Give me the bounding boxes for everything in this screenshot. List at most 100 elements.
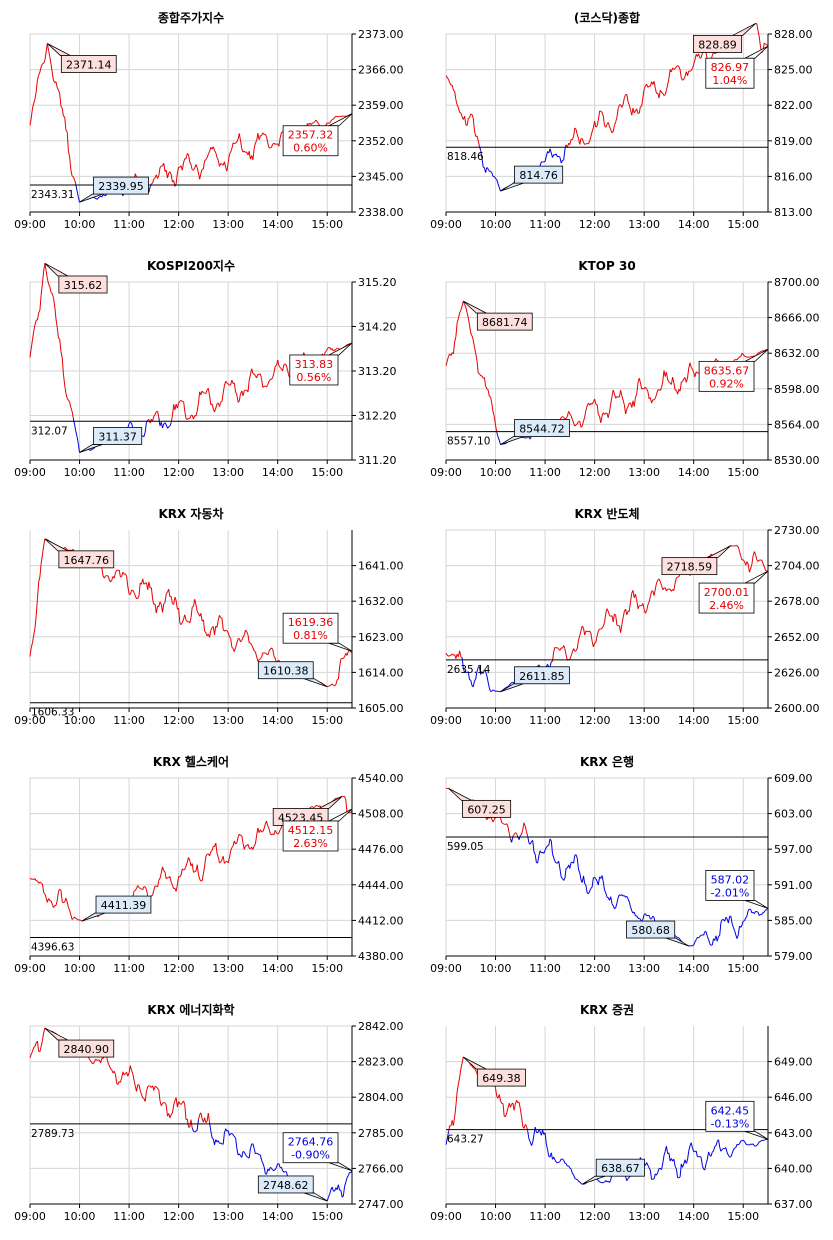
high-callout: 649.38 [463,1056,526,1087]
series-line-segment [628,601,631,612]
chart-panel: KTOP 308700.008666.008632.008598.008564.… [430,259,820,479]
series-line-segment [534,854,537,863]
series-line-segment [333,117,336,120]
series-line-segment [544,156,547,162]
series-line-segment [731,1149,734,1154]
series-line-segment [326,1196,329,1202]
series-line-segment [92,447,95,450]
series-line-segment [254,835,258,844]
x-tick-label: 11:00 [113,714,145,727]
series-line-segment [134,888,137,891]
series-line-segment [214,626,217,635]
series-line-segment [236,138,239,143]
series-line-segment [59,93,62,107]
series-line-segment [756,352,759,355]
series-line-segment [568,1165,571,1169]
series-line-segment [488,395,491,398]
series-line-segment [152,889,155,896]
series-line-segment [164,871,167,879]
series-line-segment [765,43,768,46]
series-line-segment [111,576,114,581]
series-line-segment [236,1148,239,1156]
series-line-segment [32,331,35,340]
series-line-segment [227,154,230,163]
series-line-segment [531,1142,534,1146]
series-line-segment [142,1097,145,1099]
callout-box [476,312,533,331]
y-tick-label: 2704.00 [774,560,820,573]
series-line-segment [230,148,233,153]
series-line-segment [263,823,266,829]
series-line-segment [526,831,529,837]
series-line-segment [667,379,670,383]
series-line-segment [337,1184,341,1191]
series-line-segment [175,884,178,892]
series-line-segment [335,679,338,685]
series-line-segment [496,432,499,437]
series-line-segment [36,1041,40,1052]
y-tick-label: 8666.00 [774,312,820,325]
x-tick-label: 12:00 [163,962,195,975]
series-line-segment [495,1087,498,1097]
series-line-segment [599,1181,602,1183]
series-line-segment [715,358,718,361]
series-line-segment [169,422,172,427]
series-line-segment [43,60,46,64]
series-line-segment [529,841,532,845]
series-line-segment [272,649,275,657]
series-line-segment [334,115,337,118]
series-line-segment [34,615,37,628]
series-line-segment [330,119,333,122]
series-line-segment [158,601,161,607]
x-tick-label: 11:00 [529,1210,561,1223]
series-line-segment [341,1195,344,1198]
series-line-segment [240,639,243,643]
callout-text: 1647.76 [64,554,110,567]
series-line-segment [313,806,315,809]
series-line-segment [217,1140,220,1144]
series-line-segment [127,1072,130,1077]
series-line-segment [695,371,698,374]
x-tick-label: 09:00 [14,962,46,975]
callout-box [693,35,743,53]
series-line-segment [526,1125,529,1132]
series-line-segment [584,1182,587,1185]
series-line-segment [552,853,555,858]
series-line-segment [205,1120,208,1124]
series-line-segment [584,630,587,636]
x-tick-label: 11:00 [529,218,561,231]
series-line-segment [758,913,761,916]
series-line-segment [649,397,653,404]
series-line-segment [620,390,623,396]
x-tick-label: 09:00 [430,218,462,231]
series-line-segment [519,1108,522,1117]
x-tick-label: 10:00 [64,714,96,727]
series-line-segment [336,678,339,681]
y-tick-label: 609.00 [774,772,813,785]
series-line-segment [75,184,78,192]
series-line-segment [272,1169,275,1172]
series-line-segment [204,159,207,162]
series-line-segment [190,164,193,170]
series-line-segment [267,381,270,385]
series-line-segment [281,131,283,134]
series-line-segment [230,847,233,852]
series-line-segment [226,162,229,172]
series-line-segment [724,917,727,922]
callout-box [595,1158,645,1177]
series-line-segment [173,597,176,605]
series-line-segment [241,637,244,641]
series-line-segment [153,1086,156,1091]
series-line-segment [538,1129,541,1132]
series-line-segment [562,416,564,418]
series-line-segment [472,1067,475,1070]
series-line-segment [730,915,733,924]
series-line-segment [566,411,570,417]
series-line-segment [259,1154,263,1161]
y-tick-label: 813.00 [774,206,813,219]
series-line-segment [703,931,706,936]
series-line-segment [253,650,256,653]
y-tick-label: 8700.00 [774,276,820,289]
x-tick-label: 15:00 [727,1210,759,1223]
series-line-segment [459,1068,462,1078]
